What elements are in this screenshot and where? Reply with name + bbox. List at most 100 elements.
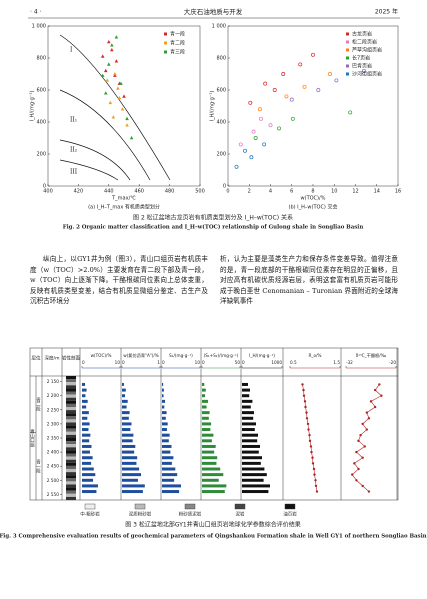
type-boundary (59, 139, 131, 181)
log-bar (202, 394, 206, 398)
lithology-band (66, 397, 76, 401)
log-bar (202, 422, 212, 426)
lithology-legend-label: 油页岩 (283, 511, 297, 518)
log-bar (82, 484, 98, 488)
legend-label: 青二段 (170, 40, 185, 47)
track-tick-label: -32 (346, 360, 353, 365)
log-bar (82, 456, 93, 460)
y-axis-label: I_H/(mg·g⁻¹) (30, 91, 36, 122)
legend-swatch (164, 50, 167, 54)
lithology-band (66, 428, 76, 432)
x-tick-label: 4 (269, 189, 272, 195)
log-point (351, 473, 354, 476)
point (316, 88, 321, 92)
log-point (380, 394, 383, 397)
lithology-band (66, 425, 76, 429)
log-bar (82, 478, 94, 482)
lithology-band (66, 431, 76, 435)
point (257, 107, 262, 112)
log-bar (82, 473, 96, 477)
y-tick-label: 1 000 (32, 24, 46, 30)
x-tick-label: 480 (165, 189, 175, 195)
log-bar (242, 428, 255, 432)
log-point (307, 428, 310, 431)
point (234, 164, 239, 169)
log-point (367, 417, 371, 420)
y-tick-label: 0 (43, 184, 46, 190)
lithology-band (66, 475, 76, 479)
lithology-band (66, 413, 76, 417)
lithology-legend-label: 粉砂质泥岩 (179, 511, 202, 518)
x-tick-label: 440 (104, 189, 114, 195)
log-bar (82, 416, 88, 420)
lithology-band (66, 400, 76, 404)
point (122, 94, 126, 98)
column-header: 岩性剖面 (62, 355, 80, 362)
point (107, 62, 111, 66)
lithology-band (66, 490, 76, 494)
point (105, 78, 110, 82)
legend-swatch (284, 503, 296, 510)
type-boundary (59, 159, 119, 181)
point (268, 123, 273, 128)
point (253, 136, 258, 140)
y-tick-label: 200 (36, 152, 46, 158)
legend-swatch (346, 32, 349, 36)
lithology-legend-label: 泥质粉砂岩 (129, 511, 152, 518)
lithology-band (66, 385, 76, 389)
legend-swatch (84, 503, 96, 510)
lithology-band (66, 434, 76, 438)
x-tick-label: 14 (374, 189, 380, 195)
log-bar (202, 473, 224, 477)
log-bar (242, 490, 269, 494)
legend-swatch (164, 32, 167, 36)
log-bar (122, 478, 138, 482)
log-bar (242, 388, 250, 392)
log-point (315, 490, 319, 493)
track-tick-label: 0.5 (290, 360, 297, 365)
track-tick-label: 0 (122, 360, 125, 365)
log-bar (82, 388, 87, 392)
x-tick-label: 0 (226, 189, 229, 195)
lithology-band (66, 444, 76, 448)
log-point (355, 479, 358, 482)
log-bar (202, 490, 225, 494)
log-bar (82, 394, 86, 398)
lithology-band (66, 382, 76, 386)
log-bar (242, 478, 264, 482)
log-bar (162, 456, 174, 460)
log-bar (202, 478, 219, 482)
lithology-band (66, 472, 76, 476)
log-point (378, 383, 381, 386)
log-bar (162, 467, 176, 471)
log-line (351, 384, 382, 492)
track-tick-label: 1.5 (333, 360, 340, 365)
panel-caption: (a) I_H–T_max 有机质类型划分 (88, 204, 160, 211)
body-left: 纵向上，以GY1井为例（图3），青山口组页岩有机质丰度（w（TOC）>2.0%）… (30, 255, 208, 306)
log-bar (162, 473, 178, 477)
x-tick-label: 420 (74, 189, 84, 195)
journal-name: 大庆石油地质与开发 (184, 7, 243, 16)
fig3-caption-en: Fig. 3 Comprehensive evaluation results … (0, 534, 427, 540)
y-tick-label: 1 000 (212, 24, 226, 30)
log-point (373, 405, 377, 409)
log-bar (122, 399, 128, 403)
log-bar (202, 439, 212, 443)
log-bar (82, 444, 92, 448)
log-bar (202, 416, 209, 420)
depth-label: 2 550 (47, 492, 60, 498)
log-point (359, 433, 362, 437)
log-bar (202, 433, 214, 437)
legend-label: 古龙页岩 (352, 31, 372, 38)
legend-label: 沙河街组页岩 (352, 71, 382, 78)
stratum-label: 青一段 (36, 458, 41, 474)
lithology-band (66, 481, 76, 485)
log-point (367, 490, 371, 493)
log-point (303, 400, 307, 403)
point (100, 54, 105, 58)
point (290, 116, 295, 121)
lithology-band (66, 391, 76, 395)
log-bar (162, 428, 167, 432)
y-tick-label: 800 (216, 56, 226, 62)
log-bar (82, 467, 94, 471)
